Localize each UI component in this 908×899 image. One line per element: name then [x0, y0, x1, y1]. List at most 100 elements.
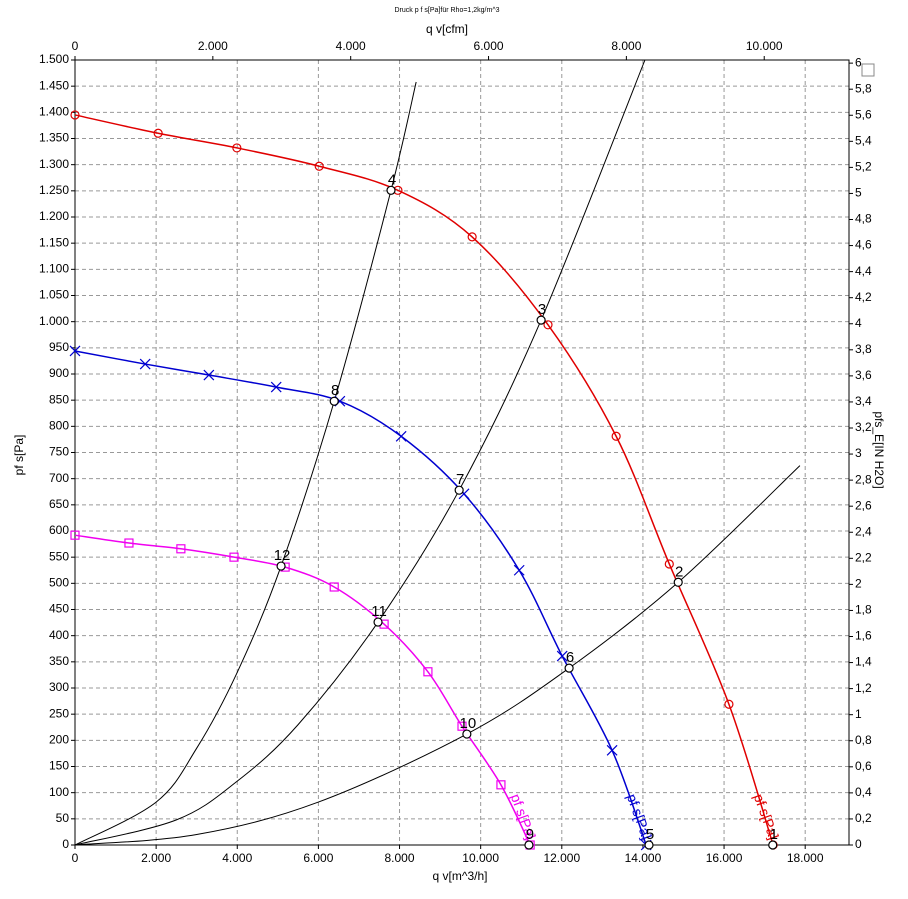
x2-tick-label: 10.000: [746, 39, 783, 53]
fan-curve: [74, 114, 774, 846]
chart-title: Druck p f s[Pa]für Rho=1,2kg/m^3: [394, 7, 499, 14]
y2-axis-title: pfs_E[IN H2O]: [872, 411, 886, 488]
y2-tick-label: 3,6: [855, 368, 872, 382]
marker: [664, 559, 674, 569]
y-tick-label: 1.400: [39, 105, 69, 119]
point-label: 5: [646, 826, 654, 843]
y-tick-label: 950: [49, 340, 69, 354]
x-tick-label: 6.000: [303, 851, 333, 865]
y2-tick-label: 5,8: [855, 81, 872, 95]
marker: [556, 650, 568, 662]
icon[interactable]: [861, 63, 875, 77]
marker: [611, 431, 621, 441]
y2-tick-label: 2,6: [855, 498, 872, 512]
x2-tick-label: 2.000: [198, 39, 228, 53]
x-tick-label: 10.000: [462, 851, 499, 865]
marker: [70, 110, 80, 120]
marker: [467, 232, 477, 242]
marker: [232, 143, 242, 153]
y-tick-label: 600: [49, 523, 69, 537]
y2-tick-label: 3,4: [855, 394, 872, 408]
marker: [513, 564, 525, 576]
y2-tick-label: 4,8: [855, 212, 872, 226]
plot-frame: [74, 59, 850, 846]
y-tick-label: 100: [49, 785, 69, 799]
operating-point: [373, 617, 383, 627]
marker: [124, 538, 134, 548]
y-axis-title: pf s[Pa]: [12, 435, 26, 476]
y2-tick-label: 2: [855, 577, 862, 591]
x-axis-title: q v[m^3/h]: [433, 869, 488, 883]
y-tick-label: 800: [49, 419, 69, 433]
x2-axis-title: q v[cfm]: [426, 22, 468, 36]
y-tick-label: 1.200: [39, 209, 69, 223]
y2-tick-label: 0,6: [855, 759, 872, 773]
marker: [543, 320, 553, 330]
x-tick-label: 0: [72, 851, 79, 865]
point-label: 4: [388, 171, 396, 188]
y2-tick-label: 4: [855, 316, 862, 330]
y2-tick-label: 1: [855, 707, 862, 721]
operating-point: [524, 840, 534, 850]
y2-tick-label: 4,6: [855, 238, 872, 252]
point-label: 8: [331, 382, 339, 399]
y-tick-label: 1.250: [39, 183, 69, 197]
y2-tick-label: 5,4: [855, 133, 872, 147]
point-label: 10: [460, 715, 477, 732]
y-tick-label: 500: [49, 576, 69, 590]
y-tick-label: 350: [49, 654, 69, 668]
marker: [203, 369, 215, 381]
marker: [724, 699, 734, 709]
y2-tick-label: 0: [855, 837, 862, 851]
marker: [69, 345, 81, 357]
marker: [153, 128, 163, 138]
operating-point: [386, 185, 396, 195]
x-tick-label: 12.000: [543, 851, 580, 865]
point-label: 2: [675, 563, 683, 580]
marker: [270, 381, 282, 393]
x-tick-label: 18.000: [787, 851, 824, 865]
y-tick-label: 150: [49, 759, 69, 773]
y-tick-label: 700: [49, 471, 69, 485]
y2-tick-label: 5: [855, 186, 862, 200]
operating-point: [564, 663, 574, 673]
marker: [423, 667, 433, 677]
point-label: 3: [538, 301, 546, 318]
y-tick-label: 850: [49, 392, 69, 406]
y2-tick-label: 0,2: [855, 811, 872, 825]
marker: [329, 582, 339, 592]
y2-tick-label: 3,2: [855, 420, 872, 434]
marker: [314, 161, 324, 171]
y-tick-label: 650: [49, 497, 69, 511]
point-label: 11: [371, 603, 387, 620]
marker: [70, 530, 80, 540]
y-tick-label: 1.300: [39, 157, 69, 171]
marker: [457, 721, 467, 731]
marker: [496, 780, 506, 790]
point-label: 9: [526, 826, 534, 843]
y2-tick-label: 5,2: [855, 160, 872, 174]
operating-point: [329, 396, 339, 406]
y-tick-label: 1.100: [39, 262, 69, 276]
operating-point: [536, 315, 546, 325]
y-tick-label: 750: [49, 445, 69, 459]
marker: [606, 744, 618, 756]
y-tick-label: 0: [62, 837, 69, 851]
point-label: 12: [274, 547, 291, 564]
y2-tick-label: 2,2: [855, 550, 872, 564]
y2-tick-label: 1,2: [855, 681, 872, 695]
x-tick-label: 2.000: [141, 851, 171, 865]
y2-tick-label: 2,8: [855, 472, 872, 486]
y2-tick-label: 1,4: [855, 655, 872, 669]
y-tick-label: 1.350: [39, 131, 69, 145]
x-tick-label: 8.000: [385, 851, 415, 865]
y2-tick-label: 3: [855, 446, 862, 460]
point-label: 7: [456, 471, 464, 488]
marker: [176, 544, 186, 554]
y-tick-label: 1.450: [39, 78, 69, 92]
operating-point: [462, 729, 472, 739]
y2-tick-label: 1,6: [855, 629, 872, 643]
y-tick-label: 400: [49, 628, 69, 642]
fan-curve: [74, 350, 647, 846]
